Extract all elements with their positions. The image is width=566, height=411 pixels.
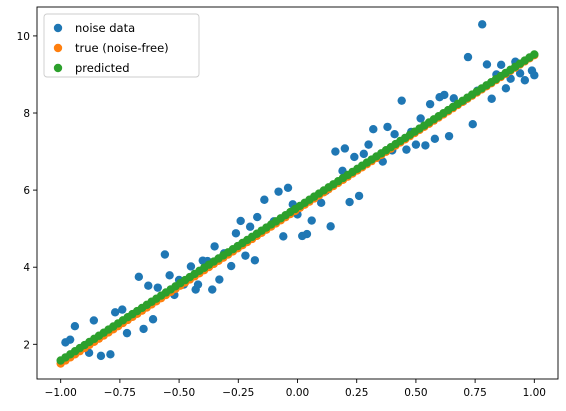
data-point	[364, 140, 373, 149]
y-tick-label: 2	[23, 339, 30, 351]
data-point	[89, 316, 99, 325]
data-point	[253, 212, 262, 222]
x-tick-label: 0.25	[345, 387, 368, 399]
data-point	[65, 335, 75, 344]
legend: noise data true (noise-free) predicted	[43, 13, 200, 78]
y-tick-label: 8	[23, 108, 30, 120]
data-point	[231, 229, 241, 238]
y-tick-label: 10	[17, 31, 30, 43]
data-point	[421, 141, 430, 150]
legend-label: noise data	[75, 21, 135, 35]
legend-marker	[53, 23, 63, 33]
data-point	[350, 152, 359, 162]
data-point	[425, 99, 435, 109]
data-point	[153, 283, 162, 292]
data-point	[302, 229, 312, 239]
data-point	[515, 69, 525, 78]
y-tick-label: 4	[23, 262, 30, 274]
data-point	[260, 195, 269, 204]
x-tick-label: −0.25	[222, 387, 254, 399]
data-point	[496, 60, 506, 70]
data-point	[402, 145, 411, 154]
x-tick-label: 1.00	[523, 387, 546, 399]
data-point	[520, 76, 530, 85]
legend-label: true (noise-free)	[75, 41, 169, 55]
axes: −1.00 −0.75 −0.50 −0.25 0.00 0.25 0.50 0.75 1.00…	[17, 6, 559, 399]
legend-box	[43, 13, 200, 78]
data-point	[70, 321, 80, 331]
data-point	[279, 232, 288, 241]
data-point	[326, 222, 335, 231]
data-point	[122, 328, 132, 338]
data-point	[378, 157, 387, 166]
data-point	[208, 285, 217, 294]
data-point	[478, 20, 487, 29]
data-point	[359, 149, 369, 159]
data-point	[144, 281, 153, 290]
data-point	[482, 60, 492, 69]
data-point	[416, 114, 425, 123]
data-point	[274, 187, 283, 196]
data-point	[245, 222, 255, 231]
data-point	[411, 140, 421, 149]
data-point	[186, 262, 196, 271]
legend-marker	[53, 43, 63, 53]
x-tick-label: −0.50	[163, 387, 195, 399]
data-point	[110, 308, 120, 317]
x-tick-label: 0.00	[286, 387, 309, 399]
data-point	[96, 351, 106, 361]
data-point	[463, 52, 473, 62]
data-point	[160, 250, 170, 259]
data-point	[134, 272, 144, 282]
data-point	[226, 261, 236, 271]
data-point	[390, 130, 399, 139]
data-point	[440, 90, 449, 100]
x-tick-label: 0.75	[463, 387, 486, 399]
data-point	[444, 131, 454, 141]
data-point	[215, 275, 224, 284]
data-point	[354, 191, 364, 201]
data-point	[118, 305, 127, 314]
data-point	[193, 280, 203, 289]
data-point	[331, 147, 340, 156]
data-point	[106, 350, 115, 359]
data-point	[369, 125, 378, 134]
data-point	[139, 324, 148, 334]
data-point	[210, 242, 219, 251]
data-point	[340, 144, 350, 153]
data-point	[430, 134, 440, 144]
data-point	[250, 256, 260, 265]
series-3	[56, 50, 539, 365]
x-tick-label: −0.75	[104, 387, 136, 399]
x-tick-label: 0.50	[404, 387, 427, 399]
data-point	[468, 119, 477, 129]
y-tick-label: 6	[23, 185, 30, 197]
data-point	[501, 84, 511, 93]
data-point	[530, 71, 539, 80]
data-point	[487, 94, 496, 103]
data-point	[165, 271, 174, 280]
data-marks	[56, 20, 539, 368]
data-point	[148, 315, 158, 324]
x-tick-label: −1.00	[45, 387, 77, 399]
data-point	[397, 96, 406, 105]
data-point	[316, 198, 326, 208]
data-point	[530, 50, 539, 59]
data-point	[345, 197, 354, 207]
data-point	[236, 216, 245, 226]
data-point	[383, 122, 392, 132]
data-point	[283, 183, 293, 192]
data-point	[241, 251, 250, 260]
data-point	[307, 216, 316, 225]
legend-label: predicted	[75, 61, 130, 75]
legend-marker	[53, 63, 63, 73]
